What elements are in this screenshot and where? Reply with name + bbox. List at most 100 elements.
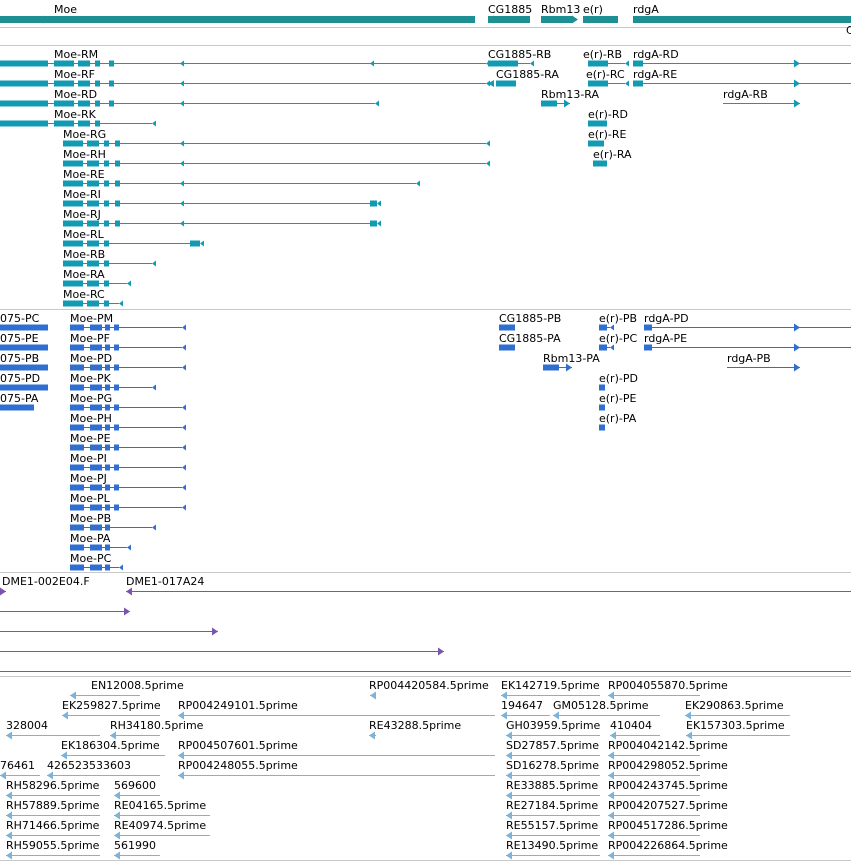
est-re43288-5prime[interactable] <box>369 731 376 740</box>
est-426523533603[interactable] <box>47 771 160 780</box>
protein-cg1885-pb[interactable] <box>499 324 515 331</box>
protein-075-pb[interactable] <box>0 364 48 371</box>
est-569600[interactable] <box>114 791 160 800</box>
bac-clone-2[interactable] <box>0 627 218 636</box>
est-re27184-5prime[interactable] <box>506 811 600 820</box>
est-ek259827-5prime[interactable] <box>62 711 160 720</box>
transcript-moe-rg[interactable] <box>63 140 490 147</box>
est-rh34180-5prime[interactable] <box>110 731 160 740</box>
protein-moe-pl[interactable] <box>70 504 186 511</box>
bac-clone-1[interactable] <box>0 607 130 616</box>
protein-moe-pf[interactable] <box>70 344 186 351</box>
est-rp004042142-5prime[interactable] <box>608 751 700 760</box>
protein-moe-pk[interactable] <box>70 384 156 391</box>
est-rp004507601-5prime[interactable] <box>178 751 495 760</box>
est-en12008-5prime[interactable] <box>70 691 140 700</box>
transcript-moe-rk[interactable] <box>0 120 156 127</box>
transcript-moe-rb[interactable] <box>63 260 156 267</box>
transcript-rdga-rb[interactable] <box>723 99 800 108</box>
transcript-moe-rh[interactable] <box>63 160 490 167</box>
est-76461[interactable] <box>0 771 40 780</box>
bac-clone-3[interactable] <box>0 647 444 656</box>
transcript-e-r-rc[interactable] <box>588 80 629 87</box>
bac-dme1-017a24[interactable] <box>126 587 851 596</box>
est-re33885-5prime[interactable] <box>506 791 600 800</box>
gene-moe[interactable] <box>0 15 475 24</box>
est-re13490-5prime[interactable] <box>506 851 600 860</box>
transcript-moe-ra[interactable] <box>63 280 131 287</box>
gene-cg1885[interactable] <box>488 15 530 24</box>
est-sd27857-5prime[interactable] <box>506 751 600 760</box>
est-rp004226864-5prime[interactable] <box>608 851 700 860</box>
transcript-moe-rd[interactable] <box>0 100 379 107</box>
protein-rdga-pe[interactable] <box>644 343 851 352</box>
est-rh71466-5prime[interactable] <box>6 831 100 840</box>
est-rp004243745-5prime[interactable] <box>608 791 700 800</box>
est-re55157-5prime[interactable] <box>506 831 600 840</box>
est-rh57889-5prime[interactable] <box>6 811 100 820</box>
protein-moe-ph[interactable] <box>70 424 186 431</box>
protein-rdga-pb[interactable] <box>727 363 800 372</box>
protein-moe-pe[interactable] <box>70 444 186 451</box>
est-194647[interactable] <box>501 711 550 720</box>
bac-dme1-002e04f[interactable] <box>0 587 6 596</box>
transcript-rdga-rd[interactable] <box>633 59 851 68</box>
transcript-moe-rl[interactable] <box>63 240 204 247</box>
protein-moe-pa[interactable] <box>70 544 131 551</box>
transcript-moe-rj[interactable] <box>63 220 381 227</box>
protein-moe-pd[interactable] <box>70 364 186 371</box>
protein-e-r-pc[interactable] <box>599 344 614 351</box>
transcript-rdga-re[interactable] <box>633 79 851 88</box>
est-328004[interactable] <box>6 731 100 740</box>
transcript-moe-rc[interactable] <box>63 300 123 307</box>
est-rp004517286-5prime[interactable] <box>608 831 700 840</box>
protein-moe-pj[interactable] <box>70 484 186 491</box>
est-ek142719-5prime[interactable] <box>501 691 600 700</box>
protein-075-pd[interactable] <box>0 384 48 391</box>
est-ek157303-5prime[interactable] <box>686 731 790 740</box>
protein-rbm13-pa[interactable] <box>543 363 572 372</box>
protein-moe-pm[interactable] <box>70 324 186 331</box>
gene-rbm13[interactable] <box>541 15 578 24</box>
protein-moe-pg[interactable] <box>70 404 186 411</box>
transcript-e-r-rd[interactable] <box>588 120 607 127</box>
est-rp004420584-5prime[interactable] <box>370 691 376 700</box>
transcript-moe-rm[interactable] <box>0 60 490 67</box>
est-rp004249101-5prime[interactable] <box>178 711 495 720</box>
est-rp004207527-5prime[interactable] <box>608 811 700 820</box>
gene-er[interactable] <box>583 15 618 24</box>
protein-e-r-pb[interactable] <box>599 324 614 331</box>
est-561990[interactable] <box>114 851 160 860</box>
est-rp004055870-5prime[interactable] <box>608 691 700 700</box>
est-ek186304-5prime[interactable] <box>61 751 165 760</box>
transcript-moe-rf[interactable] <box>0 80 490 87</box>
protein-moe-pb[interactable] <box>70 524 156 531</box>
gene-rdga[interactable] <box>633 16 851 23</box>
est-ek290863-5prime[interactable] <box>685 711 790 720</box>
transcript-moe-re[interactable] <box>63 180 420 187</box>
protein-moe-pc[interactable] <box>70 564 123 571</box>
est-re40974-5prime[interactable] <box>114 831 210 840</box>
est-rh58296-5prime[interactable] <box>6 791 100 800</box>
est-410404[interactable] <box>610 731 660 740</box>
transcript-cg1885-ra[interactable] <box>496 80 516 87</box>
est-gh03959-5prime[interactable] <box>506 731 600 740</box>
protein-e-r-pd[interactable] <box>599 384 605 391</box>
protein-rdga-pd[interactable] <box>644 323 851 332</box>
est-rp004298052-5prime[interactable] <box>608 771 700 780</box>
est-rh59055-5prime[interactable] <box>6 851 100 860</box>
protein-cg1885-pa[interactable] <box>499 344 515 351</box>
protein-075-pe[interactable] <box>0 344 48 351</box>
est-sd16278-5prime[interactable] <box>506 771 600 780</box>
transcript-e-r-ra[interactable] <box>593 160 607 167</box>
transcript-e-r-rb[interactable] <box>588 60 629 67</box>
transcript-moe-ri[interactable] <box>63 200 381 207</box>
transcript-e-r-re[interactable] <box>588 140 604 147</box>
protein-075-pc[interactable] <box>0 324 48 331</box>
est-re04165-5prime[interactable] <box>114 811 210 820</box>
protein-075-pa[interactable] <box>0 404 34 411</box>
est-rp004248055-5prime[interactable] <box>178 771 495 780</box>
protein-e-r-pe[interactable] <box>599 404 605 411</box>
est-gm05128-5prime[interactable] <box>553 711 660 720</box>
protein-e-r-pa[interactable] <box>599 424 605 431</box>
